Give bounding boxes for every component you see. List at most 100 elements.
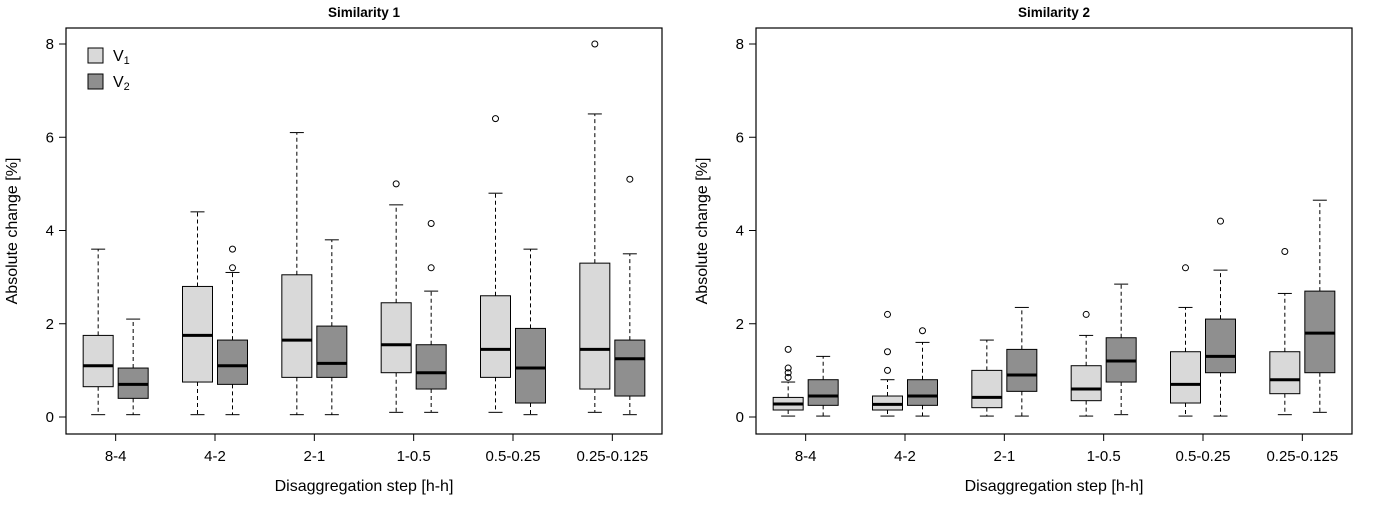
iqr-box xyxy=(515,327,546,404)
iqr-box xyxy=(1170,351,1201,404)
box-V2-4-2 xyxy=(217,245,248,416)
panel-similarity-2: Similarity 2 0 2 4 6 8 Absolute change [%] 8-4 4… xyxy=(690,0,1380,508)
x-tick-label: 0.25-0.125 xyxy=(1266,448,1338,465)
legend-label-V2: V2 xyxy=(113,74,130,93)
iqr-box xyxy=(1269,351,1301,395)
plot-border xyxy=(755,27,1353,435)
iqr-box xyxy=(1006,348,1038,392)
iqr-box xyxy=(82,334,114,388)
box-V2-8-4 xyxy=(807,355,839,417)
y-tick-label: 6 xyxy=(736,129,744,146)
legend-swatch-V2 xyxy=(87,73,104,90)
outlier-point xyxy=(626,175,634,183)
y-tick-label: 8 xyxy=(736,36,744,53)
y-tick-label: 8 xyxy=(46,36,54,53)
x-axis-label: Disaggregation step [h-h] xyxy=(965,478,1144,495)
x-tick-label: 2-1 xyxy=(303,448,325,465)
iqr-box xyxy=(380,302,412,374)
box-V1-1-0.5 xyxy=(380,180,412,413)
box-V1-4-2 xyxy=(872,310,903,417)
y-tick-label: 4 xyxy=(46,223,54,240)
box-V2-1-0.5 xyxy=(415,220,447,413)
iqr-box xyxy=(1070,365,1102,402)
panel-similarity-1: Similarity 1 0 2 4 6 8 Absolute change [%] 8-4 4… xyxy=(4,5,663,495)
box-V2-8-4 xyxy=(117,318,149,416)
y-tick-label: 2 xyxy=(736,316,744,333)
box-V1-2-1 xyxy=(971,339,1003,417)
outlier-point xyxy=(1281,247,1289,255)
x-tick-label: 8-4 xyxy=(105,448,127,465)
iqr-box xyxy=(971,369,1003,409)
box-V1-0.5-0.25 xyxy=(1170,264,1201,417)
similarity-2-boxplot-chart: Similarity 2 0 2 4 6 8 Absolute change [%] 8-4 4… xyxy=(694,5,1353,495)
outlier-point xyxy=(919,327,926,335)
outlier-point xyxy=(884,310,891,318)
box-V2-0.25-0.125 xyxy=(614,175,646,416)
box-V1-1-0.5 xyxy=(1070,310,1102,417)
iqr-box xyxy=(281,274,313,378)
box-V2-2-1 xyxy=(316,239,348,416)
x-tick-label: 0.5-0.25 xyxy=(1175,448,1230,465)
outlier-point xyxy=(229,245,236,253)
y-axis-label: Absolute change [%] xyxy=(4,158,21,305)
outlier-point xyxy=(1217,217,1224,225)
iqr-box xyxy=(579,262,611,390)
x-tick-label: 0.25-0.125 xyxy=(576,448,648,465)
outlier-point xyxy=(784,369,792,377)
x-tick-label: 8-4 xyxy=(795,448,817,465)
box-V1-4-2 xyxy=(182,211,213,416)
x-tick-label: 0.5-0.25 xyxy=(485,448,540,465)
outlier-point xyxy=(1182,264,1189,272)
iqr-box xyxy=(807,379,839,406)
box-V2-2-1 xyxy=(1006,306,1038,417)
x-tick-label: 4-2 xyxy=(894,448,916,465)
x-tick-label: 1-0.5 xyxy=(397,448,431,465)
chart-title: Similarity 2 xyxy=(1018,5,1090,20)
x-tick-label: 4-2 xyxy=(204,448,226,465)
y-tick-label: 6 xyxy=(46,129,54,146)
outlier-point xyxy=(1082,310,1090,318)
iqr-box xyxy=(480,295,511,378)
similarity-1-boxplot-chart: Similarity 1 0 2 4 6 8 Absolute change [%] 8-4 4… xyxy=(4,5,663,495)
y-tick-label: 2 xyxy=(46,316,54,333)
legend-label-V1: V1 xyxy=(113,48,130,67)
x-tick-label: 1-0.5 xyxy=(1087,448,1121,465)
iqr-box xyxy=(614,339,646,397)
outlier-point xyxy=(884,348,891,356)
legend-swatch-V1 xyxy=(87,47,104,64)
y-tick-label: 0 xyxy=(46,409,54,426)
y-axis-label: Absolute change [%] xyxy=(694,158,711,305)
x-axis-label: Disaggregation step [h-h] xyxy=(275,478,454,495)
outlier-point xyxy=(229,264,236,272)
outlier-point xyxy=(884,366,891,374)
x-tick-label: 2-1 xyxy=(993,448,1015,465)
outlier-point xyxy=(492,115,499,123)
plot-border xyxy=(65,27,663,435)
iqr-box xyxy=(907,379,938,406)
box-V1-8-4 xyxy=(772,345,804,417)
iqr-box xyxy=(415,344,447,390)
outlier-point xyxy=(392,180,400,188)
box-V1-8-4 xyxy=(82,248,114,416)
iqr-box xyxy=(1205,318,1236,374)
y-tick-label: 4 xyxy=(736,223,744,240)
iqr-box xyxy=(217,339,248,385)
outlier-point xyxy=(784,345,792,353)
box-V2-1-0.5 xyxy=(1105,283,1137,416)
box-V1-0.25-0.125 xyxy=(579,40,611,413)
outlier-point xyxy=(427,264,435,272)
box-V2-4-2 xyxy=(907,327,938,417)
box-V2-0.5-0.25 xyxy=(1205,217,1236,417)
box-V1-0.25-0.125 xyxy=(1269,247,1301,416)
box-V2-0.25-0.125 xyxy=(1304,199,1336,413)
box-V2-0.5-0.25 xyxy=(515,248,546,416)
iqr-box xyxy=(316,325,348,378)
y-tick-label: 0 xyxy=(736,409,744,426)
outlier-point xyxy=(784,373,792,381)
outlier-point xyxy=(427,220,435,228)
outlier-point xyxy=(784,364,792,372)
outlier-point xyxy=(591,40,599,48)
box-V1-2-1 xyxy=(281,132,313,416)
chart-title: Similarity 1 xyxy=(328,5,401,20)
